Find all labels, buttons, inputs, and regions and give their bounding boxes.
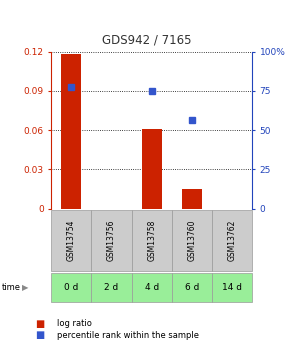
Text: GSM13756: GSM13756 — [107, 220, 116, 262]
Text: GSM13754: GSM13754 — [67, 220, 76, 262]
Text: ■: ■ — [35, 319, 45, 328]
Bar — [61, 55, 81, 209]
Text: 6 d: 6 d — [185, 283, 199, 292]
Bar — [182, 189, 202, 209]
Text: log ratio: log ratio — [57, 319, 92, 328]
Text: GSM13760: GSM13760 — [187, 220, 196, 262]
Text: GDS942 / 7165: GDS942 / 7165 — [102, 33, 191, 47]
Text: ▶: ▶ — [22, 283, 28, 292]
Text: GSM13758: GSM13758 — [147, 220, 156, 261]
Text: GSM13762: GSM13762 — [227, 220, 236, 261]
Bar — [142, 129, 162, 209]
Text: 2 d: 2 d — [104, 283, 119, 292]
Text: percentile rank within the sample: percentile rank within the sample — [57, 331, 199, 340]
Text: 0 d: 0 d — [64, 283, 79, 292]
Text: ■: ■ — [35, 331, 45, 340]
Text: 4 d: 4 d — [144, 283, 159, 292]
Text: time: time — [1, 283, 21, 292]
Text: 14 d: 14 d — [222, 283, 242, 292]
